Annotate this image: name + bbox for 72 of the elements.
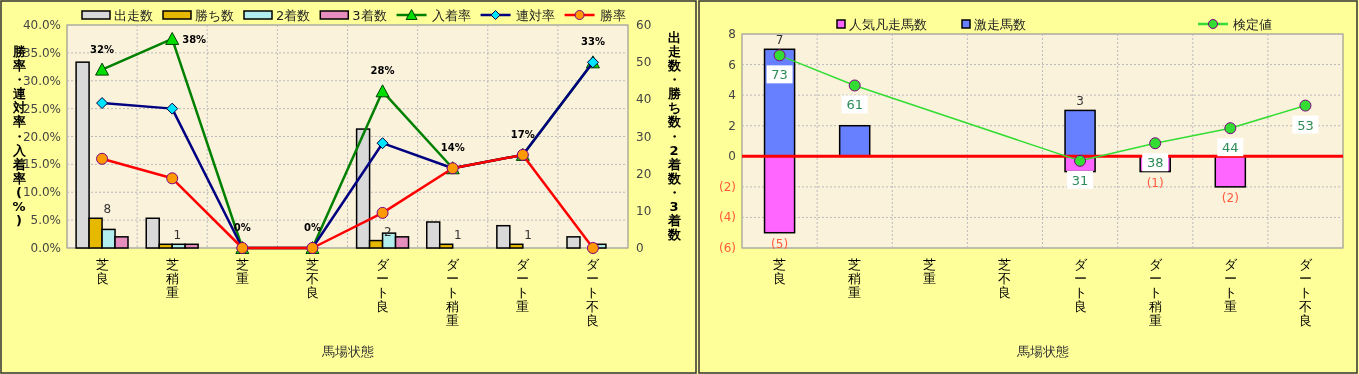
data-label: 0% <box>303 222 321 233</box>
x-tick-label: 芝重 <box>923 257 937 287</box>
x-tick-label: ダート良 <box>1073 257 1088 315</box>
y-tick-label: (2) <box>719 179 736 194</box>
x-tick-label: 芝不良 <box>998 257 1012 301</box>
legend-label: 検定値 <box>1233 17 1272 32</box>
x-axis-title: 馬場状態 <box>1015 344 1069 359</box>
y2-tick-label: 40 <box>636 92 652 107</box>
legend-label: 3着数 <box>352 8 387 23</box>
data-label: 1 <box>173 228 182 243</box>
legend-label: 激走馬数 <box>974 17 1026 32</box>
legend-label: 入着率 <box>431 8 471 23</box>
y-tick-label: 4 <box>728 88 736 103</box>
legend-label: 連対率 <box>515 8 555 23</box>
legend-label: 出走数 <box>114 8 153 23</box>
y-tick-label: 40.0% <box>22 18 61 32</box>
x-tick-label: ダート稍重 <box>446 257 461 329</box>
data-label: 53 <box>1297 117 1314 133</box>
data-label: 44 <box>1222 140 1239 156</box>
x-tick-label: ダート良 <box>376 257 391 315</box>
x-tick-label: ダート重 <box>1223 257 1238 315</box>
y-tick-label: 5.0% <box>30 213 61 228</box>
data-label: 17% <box>510 128 535 140</box>
data-label: 8 <box>103 202 112 217</box>
x-tick-label: 芝良 <box>95 257 109 287</box>
y2-tick-label: 20 <box>636 166 652 181</box>
data-label: 1 <box>524 228 532 243</box>
x-tick-label: 芝重 <box>235 257 249 287</box>
data-label: 38% <box>182 33 207 45</box>
y2-tick-label: 60 <box>636 18 652 32</box>
x-tick-label: ダート重 <box>516 257 531 315</box>
x-tick-label: 芝稍重 <box>848 257 862 301</box>
data-label: (2) <box>1221 190 1239 205</box>
x-tick-label: ダート不良 <box>586 257 601 329</box>
y-tick-label: 0.0% <box>30 241 61 255</box>
y2-tick-label: 50 <box>636 55 652 70</box>
x-tick-label: ダート稍重 <box>1148 257 1163 329</box>
data-label: 1 <box>454 228 462 243</box>
y-tick-label: 30.0% <box>22 73 61 88</box>
x-tick-label: ダート不良 <box>1298 257 1313 329</box>
data-label: 28% <box>370 65 395 77</box>
data-label: 7 <box>775 33 784 48</box>
y2-tick-label: 30 <box>636 129 652 144</box>
y-tick-label: 20.0% <box>22 129 61 144</box>
y-tick-label: 2 <box>728 118 736 133</box>
legend-label: 勝ち数 <box>195 8 234 23</box>
data-label: 32% <box>90 43 115 55</box>
legend-label: 人気凡走馬数 <box>849 17 927 32</box>
legend-label: 勝率 <box>599 8 626 23</box>
x-tick-label: 芝不良 <box>305 257 319 301</box>
data-label: 38 <box>1146 155 1164 171</box>
data-label: (1) <box>1146 175 1164 190</box>
y-tick-label: 10.0% <box>22 185 61 200</box>
data-label: 33% <box>580 36 605 48</box>
y-tick-label: (4) <box>719 210 736 225</box>
y-tick-label: 8 <box>728 27 736 41</box>
legend-label: 2着数 <box>276 8 311 23</box>
text: 出走数・勝ち数・2着数・3着数 <box>667 30 681 242</box>
data-label: 3 <box>1076 94 1084 109</box>
data-label: 31 <box>1071 172 1089 188</box>
y-tick-label: (6) <box>719 241 736 255</box>
data-label: 14% <box>440 142 465 154</box>
data-label: 73 <box>771 67 788 83</box>
x-axis-title: 馬場状態 <box>320 344 374 359</box>
y2-tick-label: 0 <box>636 241 644 255</box>
y2-tick-label: 10 <box>636 203 652 218</box>
data-label: 61 <box>846 97 863 113</box>
data-label: (5) <box>771 236 789 251</box>
x-tick-label: 芝稍重 <box>165 257 179 301</box>
y-tick-label: 0 <box>728 149 736 164</box>
x-tick-label: 芝良 <box>773 257 787 287</box>
y-tick-label: 6 <box>728 57 736 72</box>
